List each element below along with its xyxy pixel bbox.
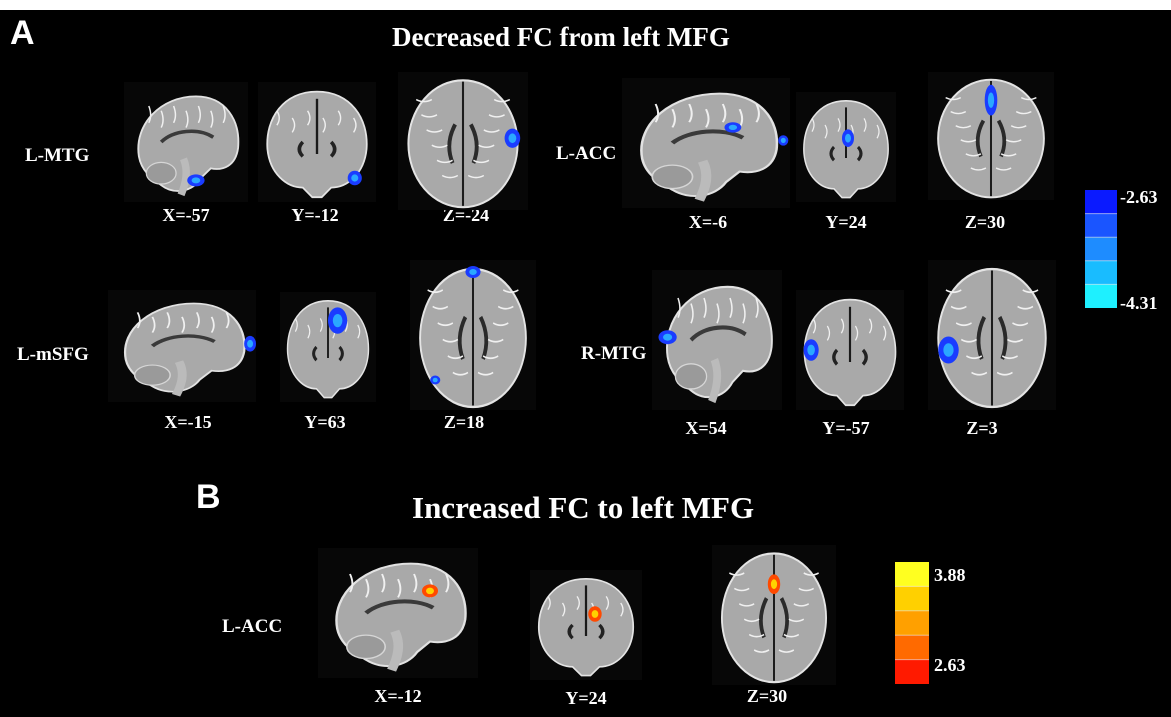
row-label-l-acc: L-ACC [556, 143, 617, 164]
sagittal-slice [652, 270, 782, 410]
panel-a-title: Decreased FC from left MFG [392, 22, 730, 52]
colorbar-a-min-label: -4.31 [1120, 293, 1158, 313]
axial-slice [928, 260, 1056, 410]
colorbar-segment [1085, 190, 1117, 214]
coord-label: Y=24 [565, 688, 607, 708]
colorbar-a [1085, 190, 1117, 308]
coord-label: Y=63 [304, 412, 346, 432]
coronal-slice [258, 82, 376, 202]
sagittal-slice [622, 78, 790, 208]
row-label-l-acc-b: L-ACC [222, 616, 283, 637]
colorbar-segment [895, 610, 929, 636]
panel-a-letter: A [10, 14, 35, 52]
coronal-slice [280, 292, 376, 402]
coord-label: Z=30 [964, 212, 1006, 232]
row-label-r-mtg: R-MTG [581, 343, 647, 364]
sagittal-slice [124, 82, 248, 202]
colorbar-b-max-label: 3.88 [934, 565, 966, 585]
panel-b-letter: B [196, 478, 221, 516]
colorbar-b-min-label: 2.63 [934, 655, 966, 675]
coronal-slice [530, 570, 642, 680]
coronal-slice [796, 92, 896, 202]
colorbar-segment [895, 659, 929, 684]
row-label-l-mtg: L-MTG [25, 145, 90, 166]
colorbar-segment [1085, 213, 1117, 238]
colorbar-b [895, 562, 929, 684]
coord-label: X=-57 [162, 205, 210, 225]
colorbar-segment [895, 586, 929, 611]
axial-slice [928, 72, 1054, 200]
axial-slice [712, 545, 836, 685]
panel-b-title: Increased FC to left MFG [412, 490, 755, 525]
colorbar-segment [895, 562, 929, 587]
coord-label: X=-6 [688, 212, 728, 232]
colorbar-a-max-label: -2.63 [1120, 187, 1158, 207]
colorbar-segment [1085, 284, 1117, 308]
axial-slice [410, 260, 536, 410]
colorbar-segment [1085, 260, 1117, 285]
row-label-l-msfg: L-mSFG [17, 344, 89, 365]
coord-label: X=-15 [164, 412, 212, 432]
coord-label: X=-12 [374, 686, 422, 706]
coord-label: X=54 [685, 418, 727, 438]
sagittal-slice [108, 290, 256, 402]
coord-label: Z=-24 [442, 205, 490, 225]
coord-label: Z=30 [746, 686, 788, 706]
sagittal-slice [318, 548, 478, 678]
axial-slice [398, 72, 528, 210]
coronal-slice [796, 290, 904, 410]
coord-label: Z=3 [966, 418, 998, 438]
colorbar-segment [895, 635, 929, 660]
coord-label: Z=18 [443, 412, 485, 432]
coord-label: Y=24 [825, 212, 867, 232]
coord-label: Y=-12 [291, 205, 339, 225]
colorbar-segment [1085, 237, 1117, 261]
coord-label: Y=-57 [822, 418, 870, 438]
